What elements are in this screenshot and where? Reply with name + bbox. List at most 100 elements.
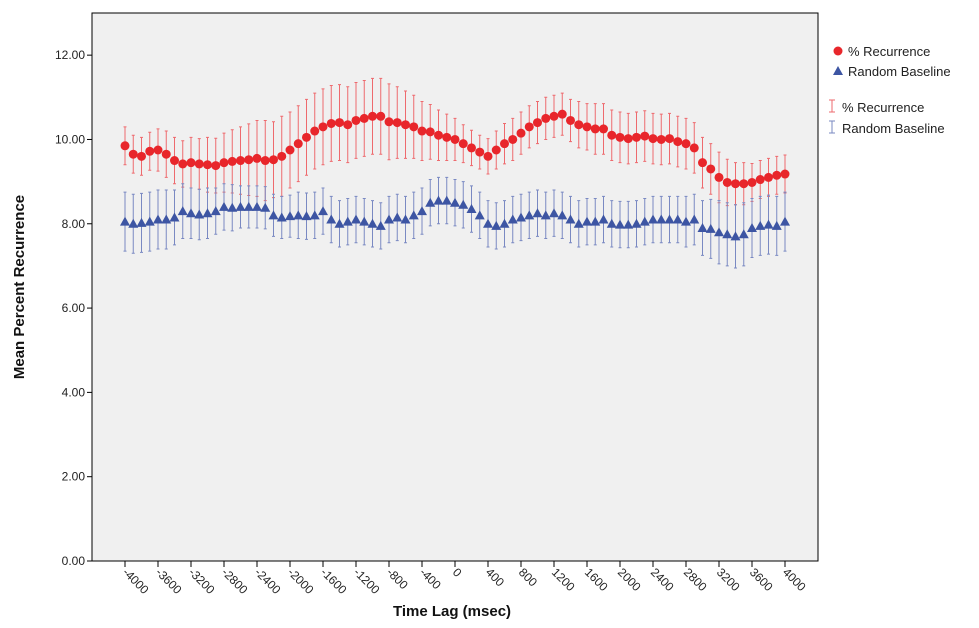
baseline-point [771,220,782,230]
baseline-point [582,216,592,226]
recurrence-point [285,145,295,155]
baseline-point [606,218,617,228]
baseline-point [425,197,436,207]
recurrence-point [318,122,328,132]
recurrence-point [714,172,724,182]
y-axis-title: Mean Percent Recurrence [11,195,28,379]
baseline-point [285,211,295,221]
recurrence-point [343,120,353,130]
y-tick-label: 0.00 [62,554,86,568]
recurrence-point [582,122,592,132]
legend-label-baseline: Random Baseline [848,64,951,79]
baseline-point [763,219,774,229]
baseline-point [260,202,271,212]
baseline-point [417,206,427,216]
x-tick-label: 1200 [549,565,578,594]
recurrence-point [128,149,138,159]
baseline-point [747,222,757,232]
x-tick-label: -400 [417,565,444,592]
recurrence-point [326,118,336,128]
baseline-point [392,212,403,222]
recurrence-point [417,126,427,136]
legend-label-recurrence-error: % Recurrence [842,100,924,115]
baseline-point [342,216,353,226]
recurrence-point [409,122,419,132]
recurrence-point [623,134,633,144]
baseline-point [598,214,609,224]
recurrence-point [615,132,625,142]
recurrence-point [681,139,691,149]
recurrence-point [483,151,493,161]
legend-marker-baseline [833,66,843,75]
recurrence-point [401,120,410,130]
baseline-point [128,218,139,228]
x-tick-label: -2800 [219,565,251,597]
baseline-point [450,197,460,207]
baseline-point [681,216,691,226]
baseline-point [557,210,568,220]
baseline-point [268,210,279,220]
recurrence-point [467,143,476,153]
baseline-point [623,219,634,229]
baseline-point [524,210,535,220]
baseline-point [210,206,221,216]
recurrence-point [722,177,732,187]
recurrence-point [359,113,369,123]
baseline-point [301,211,312,221]
recurrence-point [137,151,146,161]
x-tick-label: 0 [450,565,465,580]
recurrence-point [689,143,699,153]
x-tick-label: 1600 [582,565,611,594]
legend: % Recurrence Random Baseline % Recurrenc… [829,44,951,136]
recurrence-point [392,118,402,128]
recurrence-point [656,134,666,144]
recurrence-point [260,156,270,166]
recurrence-point [302,132,311,142]
baseline-point [639,216,650,226]
recurrence-point [170,156,179,166]
baseline-point [367,218,378,228]
recurrence-point [252,153,262,163]
recurrence-point [153,145,163,155]
baseline-point [516,212,526,222]
baseline-point [705,223,716,233]
baseline-point [326,214,337,224]
x-tick-label: 2000 [615,565,644,594]
x-tick-label: -800 [384,565,411,592]
baseline-point [219,201,229,211]
recurrence-point [632,132,641,142]
baseline-point [400,214,411,224]
recurrence-point [780,169,790,179]
recurrence-point [293,139,303,149]
recurrence-point [755,175,765,185]
baseline-point [227,202,238,212]
baseline-point [755,220,766,230]
recurrence-point [450,134,460,144]
recurrence-point [764,172,773,182]
baseline-point [664,214,675,224]
recurrence-point [244,155,254,165]
baseline-point [153,214,163,224]
x-tick-label: -2400 [252,565,284,597]
x-tick-label: 3600 [747,565,776,594]
x-tick-label: -4000 [120,565,152,597]
x-tick-label: 2400 [648,565,677,594]
baseline-point [169,212,180,222]
recurrence-point [475,147,485,157]
baseline-point [656,214,667,224]
recurrence-point [203,160,212,170]
baseline-point [202,208,213,218]
recurrence-point [335,118,344,128]
recurrence-point [508,134,518,144]
y-tick-label: 2.00 [62,470,86,484]
baseline-point [483,218,493,228]
baseline-point [631,218,642,228]
recurrence-point [178,159,188,169]
baseline-point [615,219,625,229]
baseline-point [309,210,320,220]
recurrence-point [566,115,575,125]
baseline-point [194,209,205,219]
recurrence-point [607,130,617,140]
recurrence-point [161,149,171,159]
baseline-point [499,218,510,228]
